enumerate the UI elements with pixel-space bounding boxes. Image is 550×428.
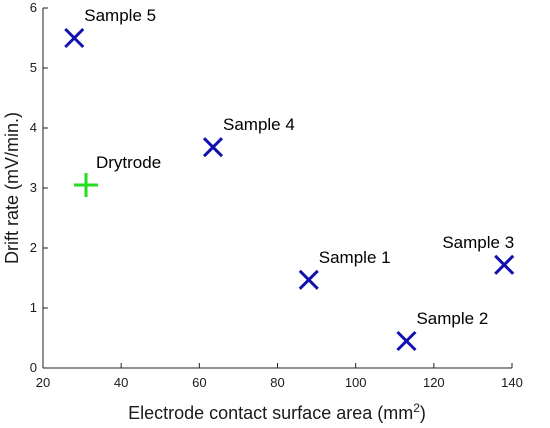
y-tick-label: 3 xyxy=(30,180,37,195)
x-tick-label: 40 xyxy=(114,375,128,390)
marker-sample-2 xyxy=(396,330,417,352)
x-tick-label: 20 xyxy=(36,375,50,390)
x-axis-label-suffix: ) xyxy=(420,403,426,423)
x-tick-label: 140 xyxy=(501,375,523,390)
x-axis-label: Electrode contact surface area (mm2) xyxy=(128,401,426,423)
x-tick-label: 60 xyxy=(192,375,206,390)
x-tick-label: 120 xyxy=(423,375,445,390)
point-label-sample-4: Sample 4 xyxy=(223,115,295,134)
y-tick-label: 1 xyxy=(30,300,37,315)
x-axis-label-main: Electrode contact surface area (mm xyxy=(128,403,413,423)
marker-sample-4 xyxy=(202,137,224,158)
x-axis-label-superscript: 2 xyxy=(413,401,420,415)
y-tick-label: 6 xyxy=(30,0,37,15)
marker-sample-5 xyxy=(64,27,85,49)
x-axis-ticks: 20 40 60 80 100 120 140 xyxy=(36,363,523,390)
point-label-sample-3: Sample 3 xyxy=(442,233,514,252)
data-markers xyxy=(64,27,515,352)
y-tick-label: 0 xyxy=(30,360,37,375)
marker-drytrode xyxy=(73,173,98,197)
y-tick-label: 2 xyxy=(30,240,37,255)
y-axis-ticks: 0 1 2 3 4 5 6 xyxy=(30,0,48,375)
point-label-sample-2: Sample 2 xyxy=(416,309,488,328)
y-tick-label: 5 xyxy=(30,60,37,75)
point-labels: Sample 1 Sample 2 Sample 3 Sample 4 Sample 5… xyxy=(84,6,514,328)
y-axis-label: Drift rate (mV/min.) xyxy=(2,112,22,264)
plot-area xyxy=(43,8,512,368)
point-label-sample-5: Sample 5 xyxy=(84,6,156,25)
x-tick-label: 100 xyxy=(345,375,367,390)
point-label-sample-1: Sample 1 xyxy=(319,248,391,267)
x-tick-label: 80 xyxy=(270,375,284,390)
marker-sample-1 xyxy=(298,269,319,290)
marker-sample-3 xyxy=(494,254,515,275)
y-tick-label: 4 xyxy=(30,120,37,135)
point-label-drytrode: Drytrode xyxy=(96,153,161,172)
